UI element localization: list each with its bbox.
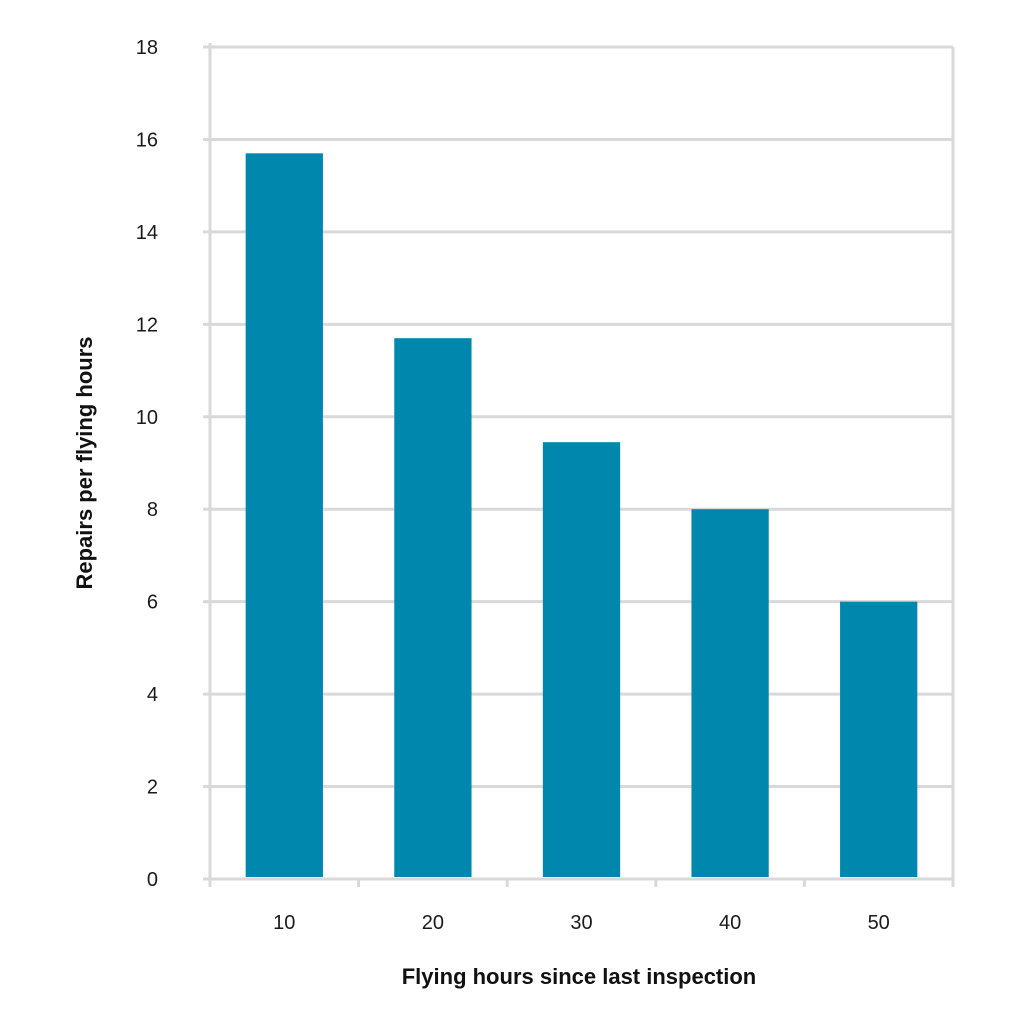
y-tick-label: 16 [136,129,158,151]
bar-30 [542,442,621,877]
bar-40 [691,509,769,877]
y-tick-label: 12 [136,314,158,336]
y-tick-label: 8 [147,499,158,521]
y-axis-title: Repairs per flying hours [72,336,97,589]
y-tick-labels: 0 2 4 6 8 10 12 14 16 18 [136,37,158,891]
y-tick-label: 18 [136,37,158,59]
x-axis-title: Flying hours since last inspection [402,964,757,989]
x-tick-label: 40 [719,912,741,934]
bar-10 [245,153,323,878]
y-tick-label: 6 [147,592,158,614]
y-tick-label: 0 [147,869,158,891]
bar-50 [840,601,918,877]
y-tick-label: 2 [147,777,158,799]
x-tick-label: 20 [422,912,444,934]
x-tick-label: 10 [273,912,295,934]
x-tick-labels: 10 20 30 40 50 [273,912,890,934]
bars [245,153,918,878]
y-tick-label: 10 [136,407,158,429]
x-tick-label: 30 [570,912,592,934]
axes [203,43,955,887]
y-tick-label: 4 [147,684,158,706]
x-tick-label: 50 [868,912,890,934]
y-tick-label: 14 [136,222,158,244]
bar-20 [394,338,472,877]
